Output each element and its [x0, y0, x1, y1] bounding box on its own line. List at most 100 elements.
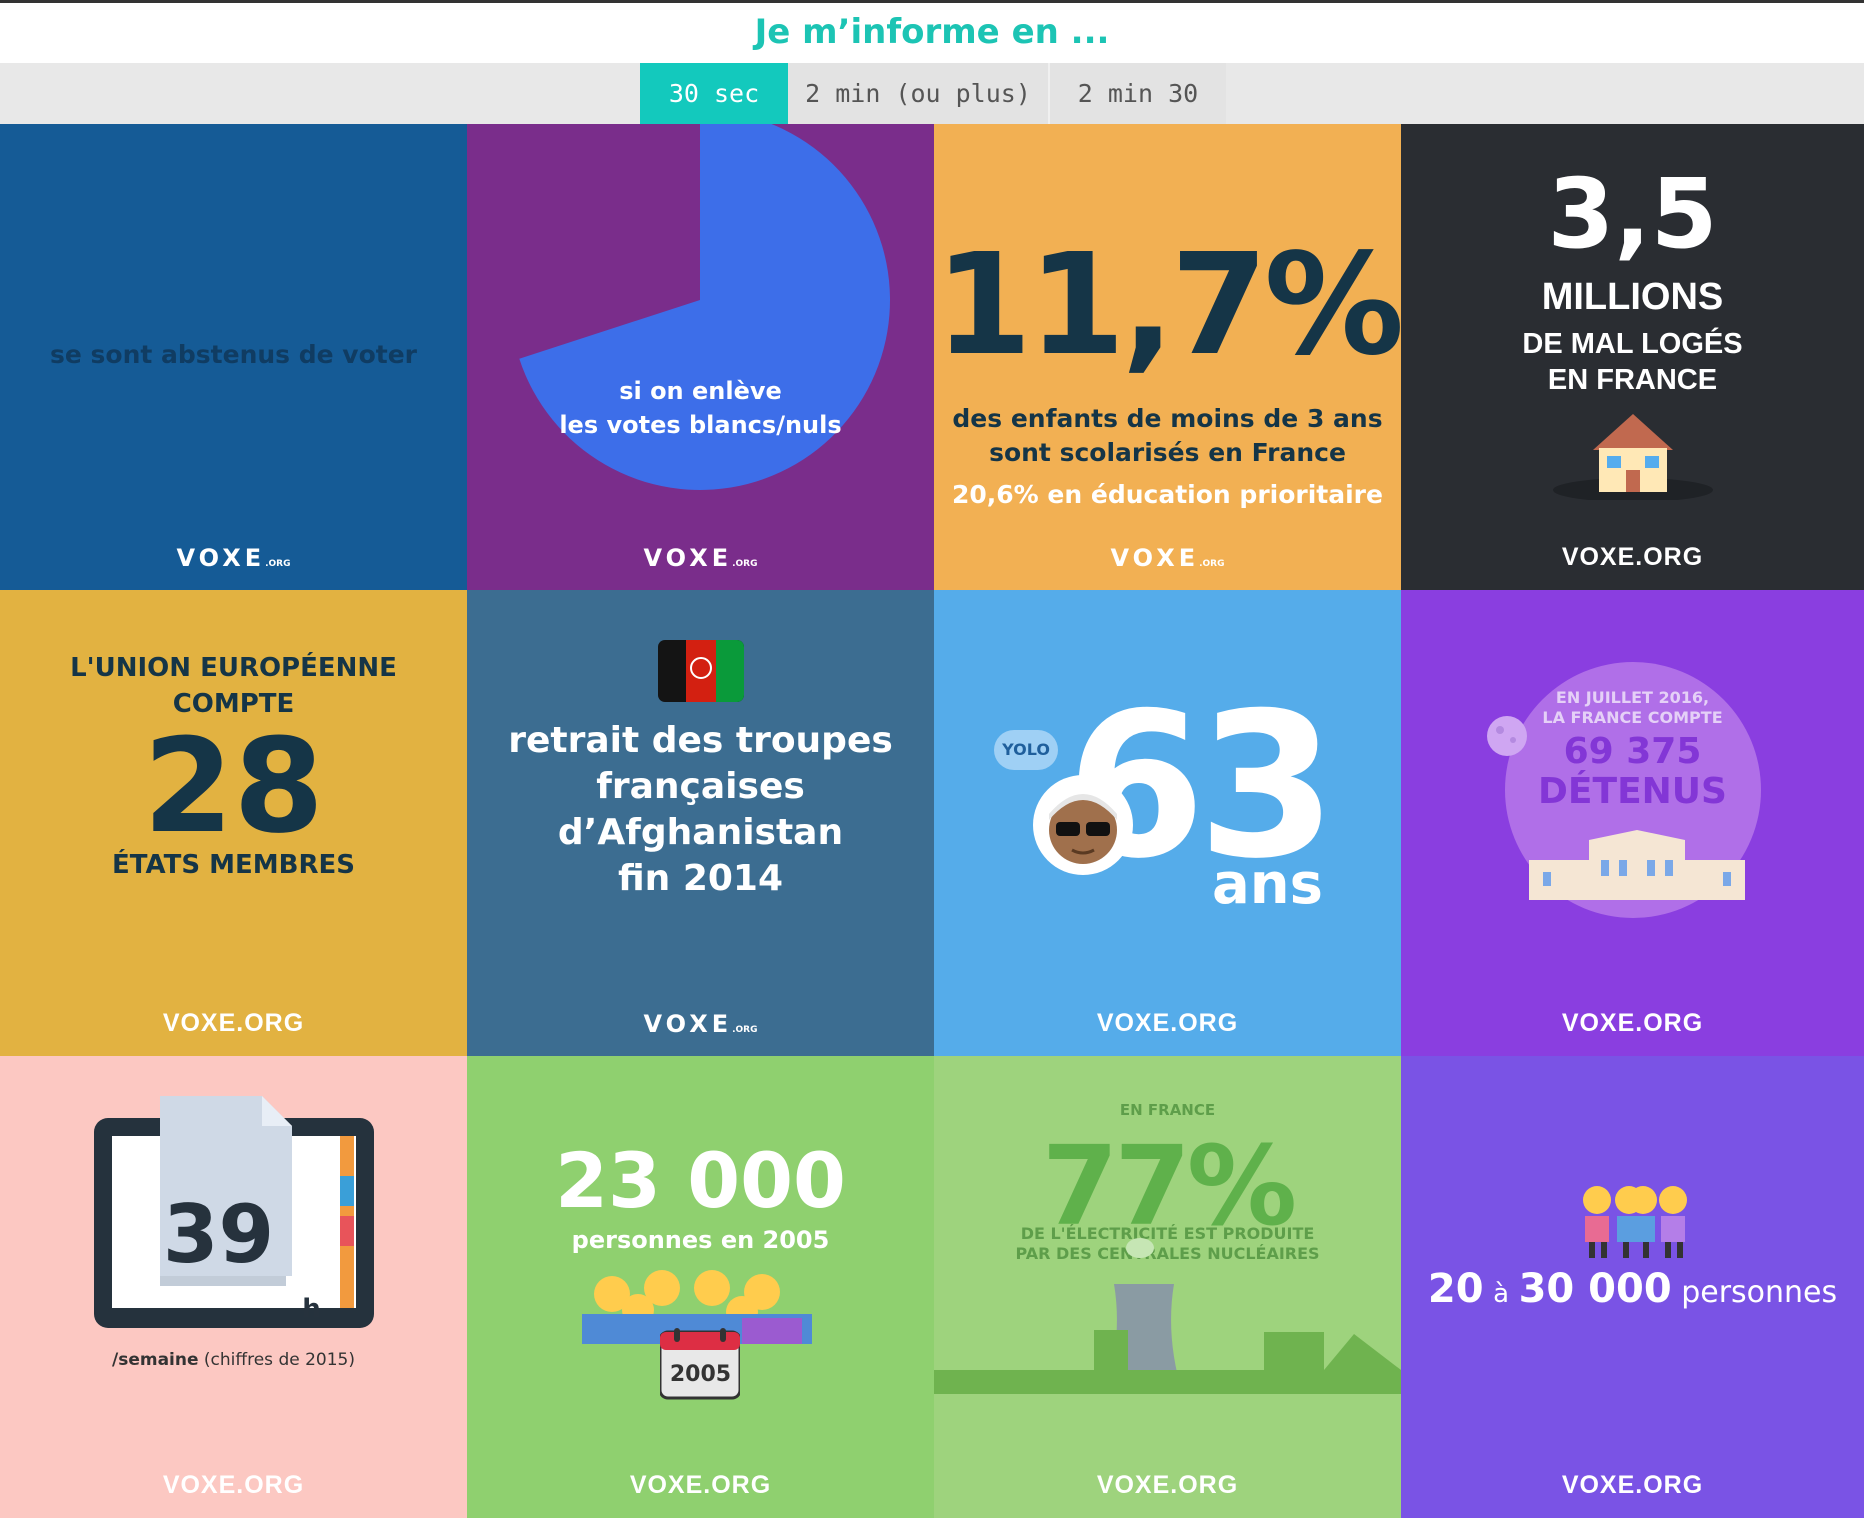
logo-suffix: .ORG [1199, 559, 1225, 569]
logo-word: VOXE [1110, 544, 1200, 572]
personnes2005-calendar: 2005 [669, 1362, 732, 1387]
logo-word: VOXE [176, 544, 266, 572]
logement-line3: EN FRANCE [1547, 364, 1718, 396]
old-man-sunglasses-icon [1033, 775, 1133, 875]
nucleaire-line1: DE L'ÉLECTRICITÉ EST PRODUITE [1020, 1224, 1315, 1243]
afghanistan-text: retrait des troupes françaises d’Afghani… [467, 718, 934, 902]
logement-text: DE MAL LOGÉS EN FRANCE [1401, 326, 1864, 398]
tile-nucleaire[interactable]: EN FRANCE 77% DE L'ÉLECTRICITÉ EST PRODU… [934, 1056, 1401, 1518]
yolo-bubble: YOLO [994, 730, 1058, 770]
nucleaire-line0: EN FRANCE [1119, 1101, 1216, 1119]
tab-2-min-ou-plus[interactable]: 2 min (ou plus) [788, 63, 1050, 124]
personnes2005-line1: personnes en 2005 [571, 1226, 830, 1254]
prison-building-icon [1529, 830, 1745, 900]
scolarisation-value: 11,7% [934, 224, 1401, 387]
voxe-logo: VOXE.ORG [162, 1471, 305, 1499]
afghanistan-flag-icon [658, 640, 744, 702]
nucleaire-value: 77% [1041, 1122, 1297, 1250]
tile-union-europeenne[interactable]: L'UNION EUROPÉENNE COMPTE 28 ÉTATS MEMBR… [0, 590, 467, 1056]
ue-value: 28 [143, 710, 324, 862]
tab-30-sec[interactable]: 30 sec [640, 63, 788, 124]
tile-age[interactable]: 63 YOLO ans VOXE.ORG [934, 590, 1401, 1056]
detenus-intro: EN JUILLET 2016, LA FRANCE COMPTE [1401, 688, 1864, 728]
infographic-grid: se sont abstenus de voter VOXE.ORG si on… [0, 124, 1864, 1518]
logo-word: VOXE [643, 1010, 733, 1038]
tile-detenus[interactable]: EN JUILLET 2016, LA FRANCE COMPTE 69 375… [1401, 590, 1864, 1056]
scolarisation-line2: sont scolarisés en France [989, 438, 1346, 467]
voxe-logo: VOXE.ORG [1096, 1471, 1239, 1499]
logo-suffix: .ORG [732, 1025, 758, 1035]
logo-word: VOXE [643, 544, 733, 572]
tile-abstention[interactable]: se sont abstenus de voter VOXE.ORG [0, 124, 467, 590]
tab-bar: 30 sec 2 min (ou plus) 2 min 30 [0, 63, 1864, 124]
detenus-line3: 69 375 [1563, 731, 1702, 772]
ue-line3: ÉTATS MEMBRES [112, 850, 355, 880]
detenus-line1: EN JUILLET 2016, [1555, 688, 1710, 707]
votes-line2: les votes blancs/nuls [559, 411, 842, 439]
personnes2005-value: 23 000 [555, 1136, 846, 1225]
tile-scolarisation[interactable]: 11,7% des enfants de moins de 3 ans sont… [934, 124, 1401, 590]
voxe-logo: VOXE.ORG [467, 1010, 934, 1038]
logement-value: 3,5 [1547, 158, 1718, 270]
voxe-logo: VOXE.ORG [467, 544, 934, 572]
ue-heading: L'UNION EUROPÉENNE COMPTE [0, 650, 467, 722]
voxe-logo: VOXE.ORG [1096, 1009, 1239, 1037]
votes-line1: si on enlève [619, 377, 782, 405]
scolarisation-prioritaire: 20,6% en éducation prioritaire [952, 480, 1383, 509]
tab-2-min-30[interactable]: 2 min 30 [1050, 63, 1226, 124]
afghanistan-line3: d’Afghanistan [557, 812, 844, 853]
voxe-logo: VOXE.ORG [0, 544, 467, 572]
personnes-num2: 30 000 [1518, 1266, 1672, 1312]
personnes-num1: 20 [1427, 1266, 1484, 1312]
voxe-logo: VOXE.ORG [629, 1471, 772, 1499]
detenus-line2: LA FRANCE COMPTE [1542, 708, 1723, 727]
nucleaire-text: DE L'ÉLECTRICITÉ EST PRODUITE PAR DES CE… [934, 1224, 1401, 1264]
ue-line1: L'UNION EUROPÉENNE [70, 653, 397, 683]
personnes-mid: à [1493, 1279, 1510, 1309]
travail-unit: h [302, 1294, 321, 1324]
detenus-line4: DÉTENUS [1538, 771, 1727, 812]
voxe-logo: VOXE.ORG [1561, 1471, 1704, 1499]
votes-text: si on enlève les votes blancs/nuls [467, 374, 934, 442]
logement-line2: DE MAL LOGÉS [1522, 328, 1743, 360]
personnes-text: 20 à 30 000 personnes [1401, 1266, 1864, 1312]
pie-slice [519, 124, 891, 490]
travail-value: 39 [162, 1188, 275, 1281]
logo-suffix: .ORG [265, 559, 291, 569]
top-border [0, 0, 1864, 3]
detenus-value: 69 375 DÉTENUS [1401, 732, 1864, 812]
logement-line1: MILLIONS [1541, 276, 1724, 318]
women-group-icon [1583, 1186, 1687, 1258]
travail-caption-bold: /semaine [112, 1350, 199, 1370]
logo-suffix: .ORG [732, 559, 758, 569]
tile-afghanistan[interactable]: retrait des troupes françaises d’Afghani… [467, 590, 934, 1056]
travail-caption: /semaine (chiffres de 2015) [0, 1350, 467, 1370]
ue-line2: COMPTE [172, 689, 295, 719]
house-icon [1553, 414, 1713, 500]
tile-temps-travail[interactable]: 39 h /semaine (chiffres de 2015) VOXE.OR… [0, 1056, 467, 1518]
nucleaire-line2: PAR DES CENTRALES NUCLÉAIRES [1015, 1244, 1320, 1263]
calendar-icon [94, 1096, 374, 1328]
scolarisation-line1: des enfants de moins de 3 ans [952, 404, 1383, 433]
moon-icon [1487, 716, 1527, 756]
afghanistan-line1: retrait des troupes [508, 720, 893, 761]
personnes-word: personnes [1681, 1275, 1838, 1310]
afghanistan-line4: fin 2014 [617, 858, 784, 899]
tile-personnes-2005[interactable]: 23 000 personnes en 2005 2005 VOXE.ORG [467, 1056, 934, 1518]
calendar-2005-icon [660, 1328, 740, 1400]
tile-logement[interactable]: 3,5 MILLIONS DE MAL LOGÉS EN FRANCE VOXE… [1401, 124, 1864, 590]
voxe-logo: VOXE.ORG [162, 1009, 305, 1037]
tile-votes[interactable]: si on enlève les votes blancs/nuls VOXE.… [467, 124, 934, 590]
age-unit: ans [1212, 852, 1323, 917]
tile-personnes[interactable]: 20 à 30 000 personnes VOXE.ORG [1401, 1056, 1864, 1518]
afghanistan-line2: françaises [596, 766, 805, 807]
voxe-logo: VOXE.ORG [1561, 543, 1704, 571]
voxe-logo: VOXE.ORG [1561, 1009, 1704, 1037]
page-title: Je m’informe en ... [754, 12, 1110, 52]
family-group-icon [582, 1270, 812, 1344]
nuclear-plant-icon [934, 1238, 1401, 1394]
travail-caption-note: (chiffres de 2015) [203, 1350, 355, 1370]
scolarisation-text: des enfants de moins de 3 ans sont scola… [934, 402, 1401, 470]
voxe-logo: VOXE.ORG [934, 544, 1401, 572]
pie-chart [519, 124, 891, 490]
